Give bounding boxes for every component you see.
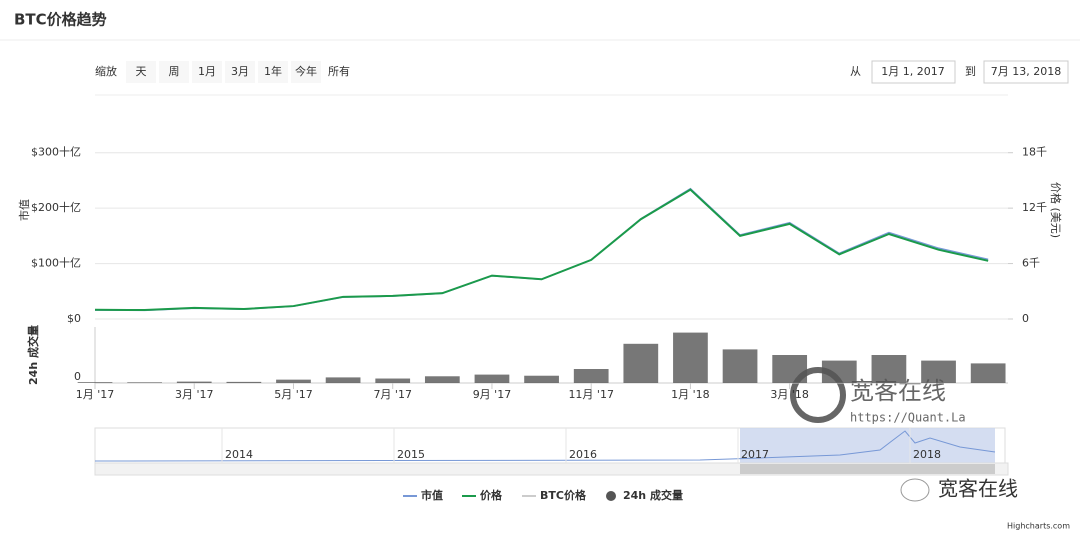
volume-bar	[573, 369, 609, 383]
from-date[interactable]: 1月 1, 2017	[881, 65, 944, 78]
y-tick-label: $100十亿	[31, 256, 81, 270]
to-input[interactable]	[983, 60, 1069, 84]
range-button[interactable]	[324, 61, 354, 83]
y-tick-label: $200十亿	[31, 200, 81, 214]
from-label: 从	[850, 65, 861, 78]
to-label: 到	[965, 65, 976, 78]
range-button-label[interactable]: 1年	[264, 64, 282, 78]
volume-bar	[673, 332, 708, 383]
volume-bar	[424, 376, 460, 383]
wechat-name: 宽客在线	[938, 477, 1018, 501]
range-button-label[interactable]: 今年	[295, 64, 317, 78]
legend-label[interactable]: 市值	[421, 488, 443, 502]
volume-bar	[325, 377, 361, 383]
range-button[interactable]	[159, 61, 189, 83]
x-tick-label: 3月 '17	[175, 388, 214, 401]
y-tick-label: $0	[67, 312, 81, 325]
legend: 市值 价格 BTC价格 24h 成交量	[403, 488, 683, 502]
scrollbar-thumb[interactable]	[740, 464, 995, 474]
navigator-label: 2016	[569, 448, 597, 461]
from-input[interactable]	[871, 60, 956, 84]
range-button-label[interactable]: 周	[169, 65, 180, 78]
volume-bar	[623, 343, 659, 383]
volume-bar	[474, 374, 510, 383]
range-button-label[interactable]: 所有	[328, 64, 350, 78]
y2-tick-label: 18千	[1022, 146, 1047, 159]
x-tick-label: 1月 '17	[76, 388, 115, 401]
volume-bar	[276, 379, 311, 383]
volume-bar	[226, 381, 262, 383]
volume-bar	[772, 355, 808, 383]
x-tick-label: 3月 '18	[770, 388, 809, 401]
y-tick-label: $300十亿	[31, 145, 81, 159]
range-button[interactable]	[225, 61, 255, 83]
legend-label[interactable]: 24h 成交量	[623, 488, 683, 502]
volume-bar	[176, 381, 212, 383]
navigator-labels: 2014 2015 2016 2017 2018	[221, 428, 941, 463]
credits: Highcharts.com	[1007, 522, 1070, 531]
range-button[interactable]	[258, 61, 288, 83]
y2-tick-label: 0	[1022, 312, 1029, 325]
legend-label[interactable]: 价格	[480, 488, 503, 502]
y-axis-title: 市值	[17, 199, 31, 221]
y2-axis-title: 价格 (美元)	[1049, 182, 1063, 238]
y2-tick-label: 12千	[1022, 201, 1047, 214]
range-button-label[interactable]: 1月	[198, 65, 216, 78]
range-button-label[interactable]: 3月	[231, 65, 249, 78]
navigator-line	[94, 430, 996, 462]
range-button[interactable]	[192, 61, 222, 83]
line-series	[94, 188, 989, 312]
y3-axis-title: 24h 成交量	[26, 325, 40, 385]
volume-bar	[375, 378, 411, 383]
y2-tick-label: 6千	[1022, 257, 1040, 270]
range-button[interactable]	[126, 61, 156, 83]
volume-bar	[524, 375, 559, 383]
x-tick-label: 11月 '17	[568, 388, 614, 401]
x-tick-label: 7月 '17	[373, 388, 412, 401]
volume-bar	[921, 360, 956, 383]
watermark-logo	[790, 367, 846, 423]
to-date[interactable]: 7月 13, 2018	[991, 65, 1061, 78]
volume-bar	[970, 363, 1006, 383]
legend-marker[interactable]	[606, 491, 616, 501]
range-button[interactable]	[291, 61, 321, 83]
navigator-label: 2018	[913, 448, 941, 461]
volume-bar	[821, 360, 857, 383]
volume-bar	[871, 355, 907, 383]
watermark-url: https://Quant.La	[850, 411, 966, 425]
x-tick-label: 9月 '17	[473, 388, 512, 401]
wechat-icon	[900, 478, 930, 502]
navigator-label: 2014	[225, 448, 253, 461]
volume-bar	[722, 349, 758, 383]
x-tick-label: 1月 '18	[671, 388, 710, 401]
page-title: BTC价格趋势	[14, 11, 107, 29]
navigator-label: 2017	[741, 448, 769, 461]
range-buttons: 天 周 1月 3月 1年 今年 所有	[126, 61, 354, 83]
zoom-label: 缩放	[95, 64, 117, 78]
volume-bar	[127, 382, 162, 383]
range-button-label[interactable]: 天	[136, 65, 147, 78]
volume-bar	[77, 382, 113, 383]
y3-tick-label: 0	[74, 370, 81, 383]
x-tick-label: 5月 '17	[274, 388, 313, 401]
legend-label[interactable]: BTC价格	[540, 488, 587, 502]
navigator-label: 2015	[397, 448, 425, 461]
